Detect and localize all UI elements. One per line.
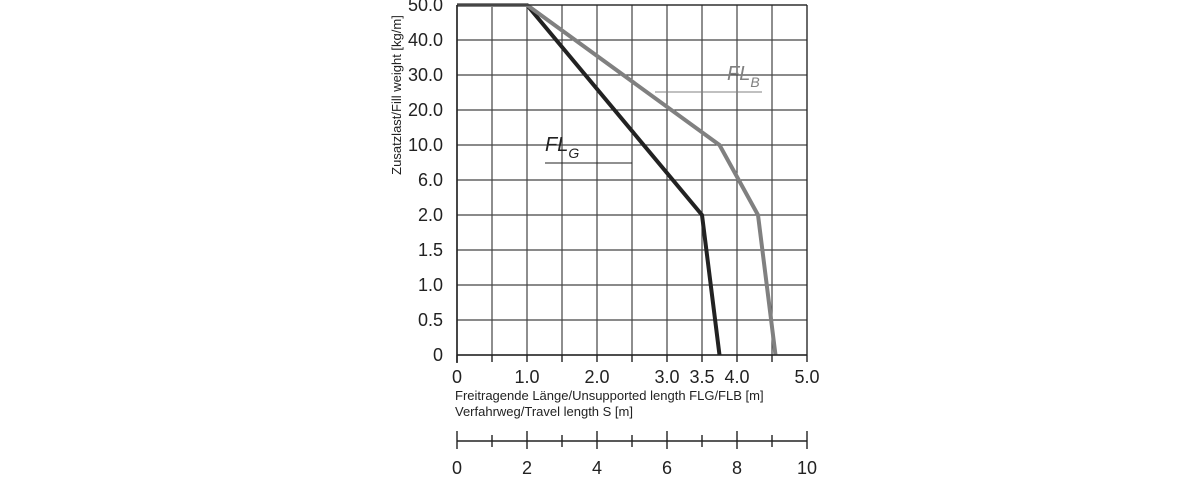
y-tick-label: 50.0 bbox=[408, 0, 443, 15]
y-tick-label: 40.0 bbox=[408, 30, 443, 50]
y-axis-title: Zusatzlast/Fill weight [kg/m] bbox=[389, 15, 404, 175]
travel-tick-label: 8 bbox=[732, 458, 742, 478]
travel-axis: 0 2 4 6 8 10 bbox=[452, 431, 817, 478]
travel-tick-label: 6 bbox=[662, 458, 672, 478]
y-tick-label: 2.0 bbox=[418, 205, 443, 225]
y-tick-label: 0.5 bbox=[418, 310, 443, 330]
y-tick-label: 1.5 bbox=[418, 240, 443, 260]
x-tick-label: 2.0 bbox=[584, 367, 609, 387]
x-tick-label: 3.0 bbox=[654, 367, 679, 387]
y-tick-label: 0 bbox=[433, 345, 443, 365]
series-labels: FLG FLB bbox=[545, 63, 762, 164]
x-tick-label: 3.5 bbox=[689, 367, 714, 387]
y-tick-label: 1.0 bbox=[418, 275, 443, 295]
tick-labels: 0 0.5 1.0 1.5 2.0 6.0 10.0 20.0 30.0 40.0 50.0 0 1.0… bbox=[408, 0, 820, 387]
y-tick-label: 30.0 bbox=[408, 65, 443, 85]
series-label-flg: FLG bbox=[545, 134, 579, 161]
series-label-flb: FLB bbox=[727, 63, 760, 90]
travel-tick-label: 10 bbox=[797, 458, 817, 478]
y-tick-label: 20.0 bbox=[408, 100, 443, 120]
plot-frame bbox=[456, 4, 808, 363]
travel-axis-title: Verfahrweg/Travel length S [m] bbox=[455, 404, 633, 419]
travel-tick-label: 4 bbox=[592, 458, 602, 478]
x-tick-label: 1.0 bbox=[514, 367, 539, 387]
x-axis-title: Freitragende Länge/Unsupported length FL… bbox=[455, 388, 764, 403]
y-tick-label: 10.0 bbox=[408, 135, 443, 155]
travel-tick-label: 0 bbox=[452, 458, 462, 478]
y-tick-label: 6.0 bbox=[418, 170, 443, 190]
travel-tick-label: 2 bbox=[522, 458, 532, 478]
x-tick-label: 0 bbox=[452, 367, 462, 387]
grid bbox=[456, 4, 808, 356]
x-tick-label: 4.0 bbox=[724, 367, 749, 387]
x-tick-label: 5.0 bbox=[794, 367, 819, 387]
